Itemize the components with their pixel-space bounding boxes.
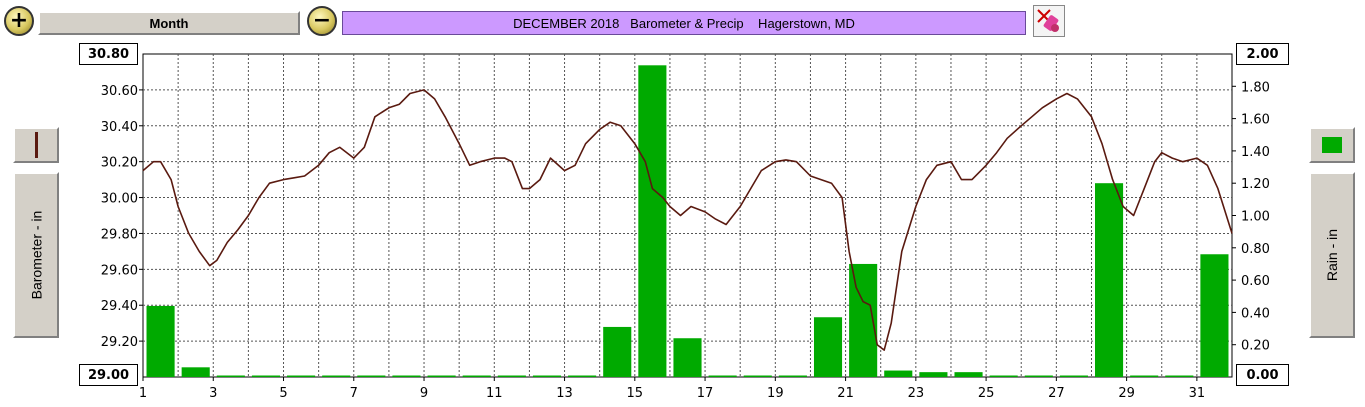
rain-bar <box>287 375 316 377</box>
rain-axis-label: Rain - in <box>1309 172 1355 338</box>
left-tick-label: 30.20 <box>101 156 138 171</box>
rain-bar <box>532 375 562 377</box>
period-selector-button[interactable]: Month <box>38 11 300 35</box>
barometer-axis-label: Barometer - in <box>13 172 59 338</box>
x-tick-label: 29 <box>1118 386 1135 401</box>
rain-bar <box>1059 375 1088 377</box>
x-tick-label: 31 <box>1189 386 1206 401</box>
left-tick-label: 29.20 <box>101 335 138 350</box>
left-tick-label: 30.60 <box>101 84 138 99</box>
plot-area <box>142 53 1233 378</box>
zoom-out-icon[interactable]: − <box>307 6 337 36</box>
x-tick-label: 3 <box>209 386 217 401</box>
rain-bar <box>813 317 843 377</box>
right-tick-label: 1.20 <box>1241 177 1270 192</box>
rain-bar <box>146 305 175 377</box>
x-tick-label: 23 <box>908 386 925 401</box>
rain-bar <box>568 375 597 377</box>
rain-bar-swatch <box>1322 137 1342 153</box>
rain-bar <box>1165 375 1194 377</box>
rain-bar <box>1094 183 1124 377</box>
x-tick-label: 19 <box>767 386 784 401</box>
rain-bar <box>989 375 1018 377</box>
period-label: Month <box>149 15 189 31</box>
rain-bar <box>427 375 456 377</box>
left-axis-top-box: 30.80 <box>79 43 138 65</box>
rain-bar <box>673 338 702 377</box>
rain-bar <box>1200 254 1229 377</box>
left-axis-bottom-box: 29.00 <box>79 364 138 386</box>
x-tick-label: 25 <box>978 386 995 401</box>
rain-bar <box>216 375 245 377</box>
left-tick-label: 29.40 <box>101 299 138 314</box>
x-tick-label: 11 <box>486 386 503 401</box>
rain-bar <box>497 375 526 377</box>
x-tick-label: 13 <box>556 386 573 401</box>
rain-bar <box>778 375 807 377</box>
right-tick-label: 1.00 <box>1241 210 1270 225</box>
x-tick-label: 27 <box>1048 386 1065 401</box>
rain-bar <box>1130 375 1159 377</box>
x-tick-label: 5 <box>279 386 287 401</box>
x-tick-label: 9 <box>420 386 428 401</box>
right-tick-label: 1.40 <box>1241 145 1270 160</box>
barometer-legend-button[interactable] <box>13 127 59 163</box>
x-tick-label: 21 <box>837 386 854 401</box>
left-tick-label: 29.60 <box>101 263 138 278</box>
left-tick-label: 30.00 <box>101 192 138 207</box>
x-tick-label: 1 <box>139 386 147 401</box>
rain-bar <box>251 375 281 377</box>
chart-title: DECEMBER 2018 Barometer & Precip Hagerst… <box>342 11 1026 35</box>
rain-legend-button[interactable] <box>1309 127 1355 163</box>
right-tick-label: 0.40 <box>1241 306 1270 321</box>
left-tick-label: 29.80 <box>101 227 138 242</box>
rain-bar <box>638 65 667 378</box>
rain-bar <box>1024 375 1053 377</box>
left-tick-label: 30.40 <box>101 120 138 135</box>
right-tick-label: 1.60 <box>1241 113 1270 128</box>
right-tick-label: 0.60 <box>1241 274 1270 289</box>
rain-bar <box>462 375 491 377</box>
rain-bar <box>954 372 983 377</box>
rain-bar <box>322 375 351 377</box>
right-axis-bottom-box: 0.00 <box>1236 364 1289 386</box>
rain-bar <box>603 326 632 377</box>
rain-bar <box>708 375 737 377</box>
right-axis-top-box: 2.00 <box>1236 43 1289 65</box>
rain-bar <box>919 372 948 377</box>
zoom-in-icon[interactable]: + <box>4 6 34 36</box>
rain-bar <box>884 370 913 377</box>
paint-eraser-icon[interactable] <box>1033 5 1065 37</box>
barometer-line <box>142 89 1233 351</box>
right-tick-label: 1.80 <box>1241 80 1270 95</box>
x-tick-label: 15 <box>627 386 644 401</box>
rain-bar <box>181 367 210 377</box>
barometer-line-swatch <box>34 132 38 158</box>
right-tick-label: 0.80 <box>1241 242 1270 257</box>
right-tick-label: 0.20 <box>1241 339 1270 354</box>
x-tick-label: 7 <box>350 386 358 401</box>
rain-bar <box>392 375 421 377</box>
rain-bar <box>357 375 386 377</box>
rain-bar <box>743 375 772 377</box>
x-tick-label: 17 <box>697 386 714 401</box>
